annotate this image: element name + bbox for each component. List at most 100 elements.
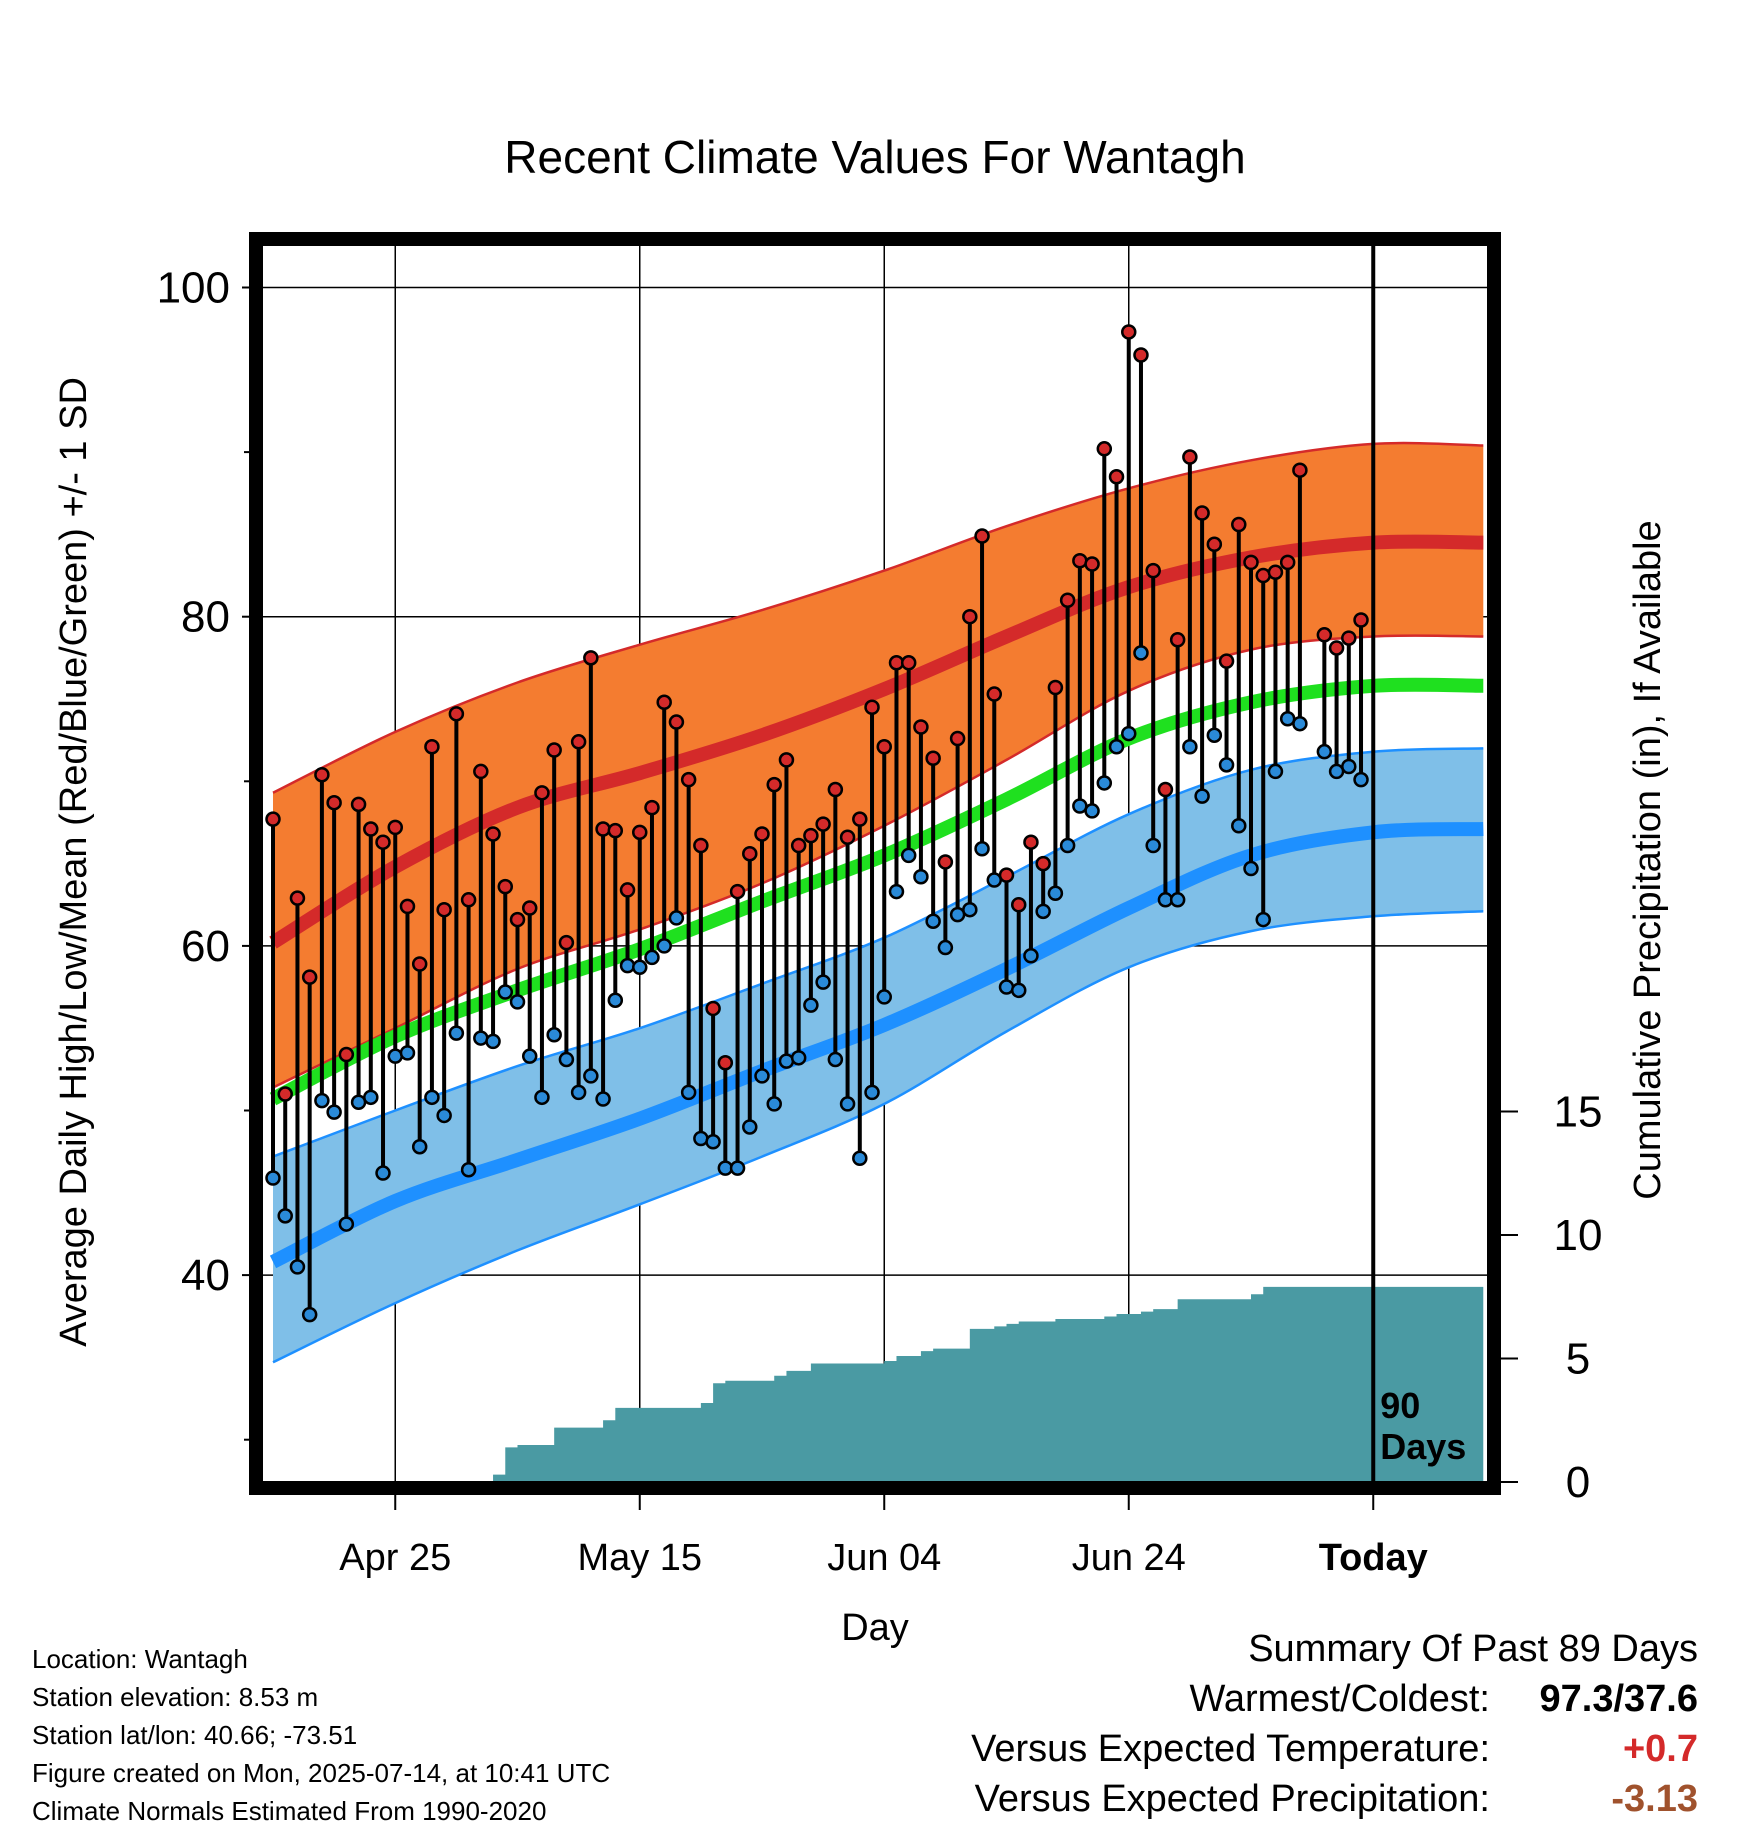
high-point: [375, 834, 391, 850]
low-point: [509, 994, 526, 1010]
normal-high-line: [269, 534, 1484, 949]
high-point: [1023, 834, 1039, 850]
low-point: [277, 1208, 293, 1224]
high-point: [1292, 462, 1308, 478]
high-point: [803, 827, 819, 844]
high-point: [314, 766, 330, 783]
low-sd-band-lower-edge: [272, 910, 1484, 1364]
high-point: [900, 655, 917, 671]
high-point: [1010, 897, 1027, 913]
high-point: [485, 826, 501, 842]
low-point: [1121, 725, 1137, 742]
high-point: [570, 734, 587, 750]
high-point: [925, 750, 941, 767]
low-point: [693, 1130, 709, 1147]
low-point: [998, 979, 1015, 995]
high-point: [778, 752, 795, 768]
today-days-label: Days: [1380, 1426, 1466, 1467]
high-point: [326, 794, 342, 811]
low-point: [705, 1134, 721, 1150]
axes: 40 60 80 100 0 5 10 15 Apr 25 May 15 Jun 04 Jun 24 T…: [53, 232, 1669, 1649]
high-point: [350, 796, 367, 813]
created-text: Figure created on Mon, 2025-07-14, at 10…: [32, 1758, 611, 1788]
y2-tick-label: 15: [1554, 1088, 1603, 1137]
high-point: [363, 821, 379, 837]
high-point: [876, 738, 892, 755]
high-point: [827, 781, 844, 798]
low-point: [1292, 715, 1308, 732]
low-point: [1133, 645, 1149, 661]
high-point: [1169, 631, 1186, 648]
low-point: [1231, 817, 1247, 834]
low-point: [815, 974, 831, 990]
high-point: [607, 822, 624, 839]
temp-value: +0.7: [1622, 1728, 1698, 1770]
low-point: [632, 959, 648, 976]
low-point: [1035, 903, 1051, 920]
high-point: [265, 811, 281, 827]
high-point: [583, 650, 599, 666]
high-point: [1072, 552, 1088, 569]
high-point: [1059, 592, 1076, 608]
high-point: [766, 776, 782, 793]
low-point: [1096, 775, 1113, 791]
high-point: [1328, 640, 1345, 656]
low-point: [1047, 885, 1064, 901]
high-point: [619, 882, 636, 898]
high-point: [436, 901, 452, 918]
low-point: [668, 910, 685, 926]
latlon-text: Station lat/lon: 40.66; -73.51: [32, 1720, 358, 1750]
low-point: [1353, 771, 1369, 788]
x-tick-label: Apr 25: [339, 1537, 451, 1579]
high-point: [742, 845, 758, 862]
high-point: [974, 528, 990, 544]
low-point: [485, 1033, 501, 1050]
low-point: [338, 1216, 355, 1232]
high-point: [1243, 554, 1259, 571]
low-point: [375, 1165, 391, 1181]
low-point: [1267, 763, 1284, 780]
summary-title: Summary Of Past 89 Days: [1248, 1628, 1698, 1670]
high-point: [460, 892, 477, 908]
low-point: [803, 997, 819, 1013]
low-point: [742, 1119, 758, 1135]
temp-label: Versus Expected Temperature:: [971, 1728, 1490, 1770]
high-point: [1182, 449, 1198, 465]
high-point: [1267, 564, 1284, 581]
high-point: [1194, 505, 1210, 521]
low-point: [583, 1068, 599, 1084]
location-text: Location: Wantagh: [32, 1644, 248, 1674]
low-point: [1108, 738, 1125, 755]
high-point: [864, 699, 880, 715]
low-point: [619, 957, 636, 974]
y-tick-label: 60: [181, 922, 230, 971]
low-point: [448, 1025, 465, 1041]
low-point: [607, 992, 624, 1008]
low-point: [558, 1051, 575, 1068]
low-point: [913, 869, 929, 885]
low-point: [1169, 892, 1186, 908]
high-point: [717, 1055, 734, 1071]
high-sd-band: [273, 443, 1484, 1088]
low-point: [534, 1089, 550, 1106]
high-point: [448, 706, 465, 722]
low-point: [644, 949, 660, 966]
low-point: [876, 989, 892, 1005]
today-days-label: 90: [1380, 1385, 1420, 1426]
elevation-text: Station elevation: 8.53 m: [32, 1682, 319, 1712]
high-point: [644, 799, 660, 816]
low-point: [399, 1045, 416, 1061]
x-axis-label: Day: [841, 1607, 909, 1649]
y-tick-label: 80: [181, 593, 230, 642]
high-point: [509, 911, 526, 928]
low-point: [1010, 982, 1027, 999]
high-point: [913, 719, 929, 735]
low-point: [974, 841, 990, 857]
low-point: [790, 1050, 807, 1066]
y2-tick-label: 0: [1566, 1458, 1590, 1507]
high-point: [1047, 679, 1064, 696]
low-point: [888, 883, 905, 900]
high-point: [632, 824, 648, 841]
